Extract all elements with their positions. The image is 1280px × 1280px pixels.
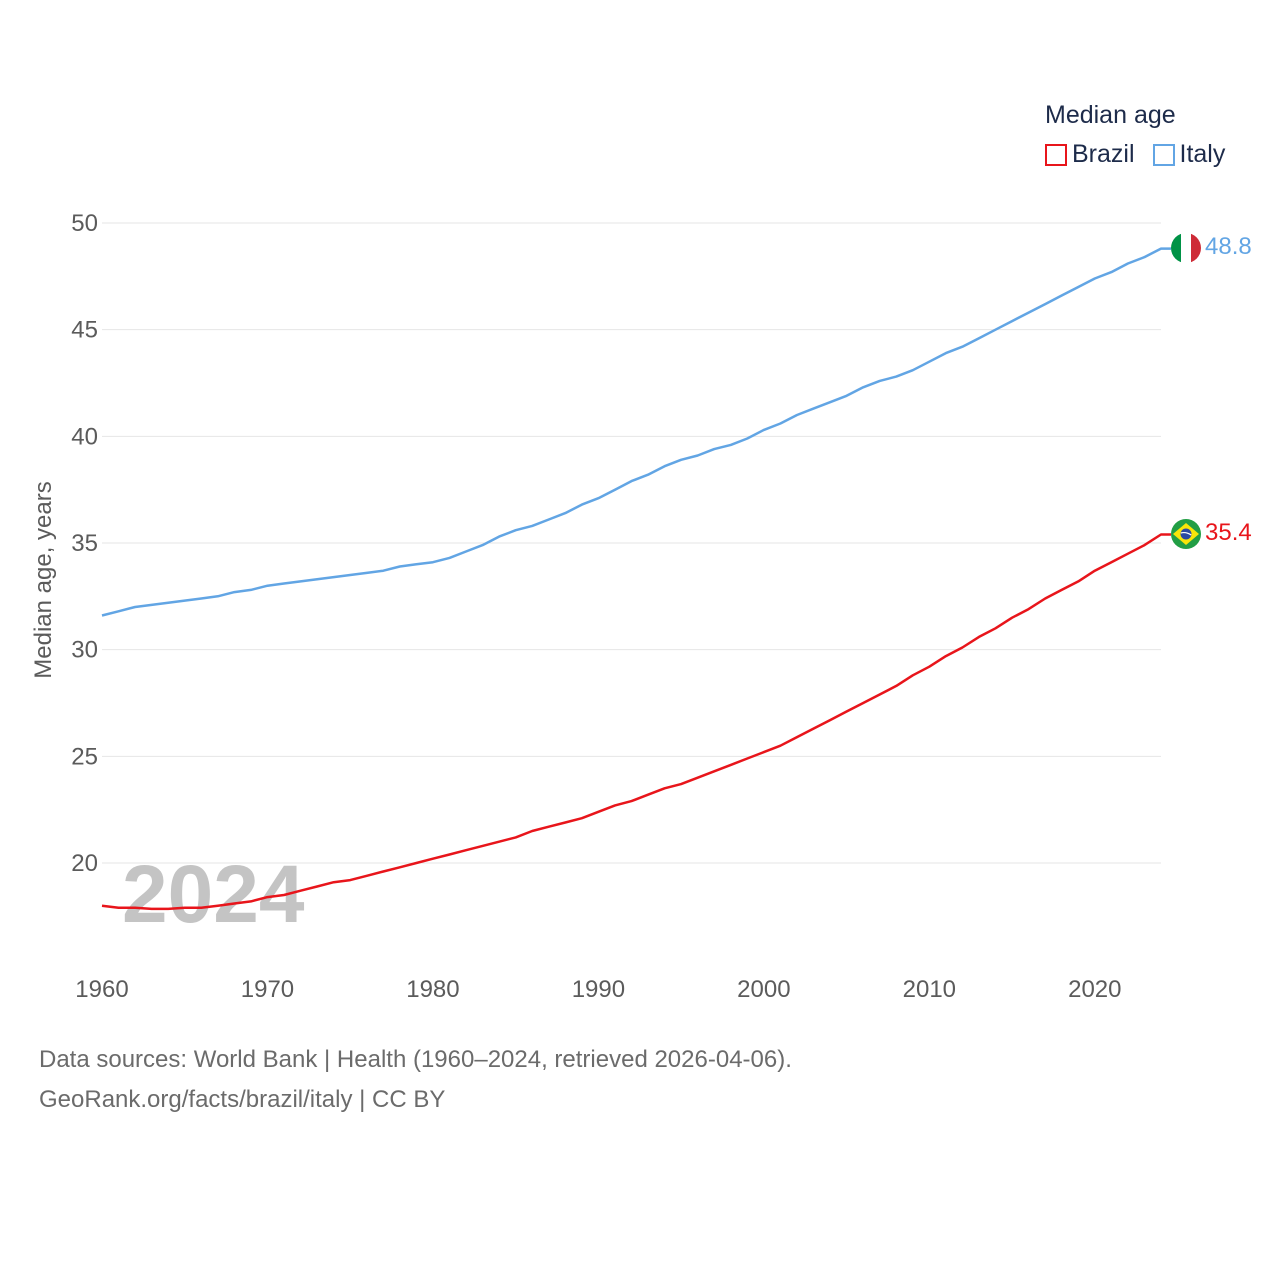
series-line-brazil[interactable] bbox=[101, 533, 1171, 911]
brazil-flag-icon bbox=[1171, 519, 1201, 549]
legend-items: Brazil Italy bbox=[1045, 140, 1225, 169]
y-axis-label: Median age, years bbox=[30, 481, 57, 678]
legend-item-italy[interactable]: Italy bbox=[1152, 140, 1226, 169]
source-link[interactable]: GeoRank.org/facts/brazil/italy | CC BY bbox=[39, 1086, 446, 1113]
series-lines bbox=[101, 247, 1171, 911]
y-tick-label: 45 bbox=[71, 317, 98, 344]
x-axis-ticks: 1960 1970 1980 1990 2000 2010 2020 bbox=[75, 976, 1121, 1003]
y-tick-label: 20 bbox=[71, 850, 98, 877]
y-tick-label: 25 bbox=[71, 743, 98, 770]
x-tick-label: 1990 bbox=[572, 976, 625, 1003]
x-tick-label: 1960 bbox=[75, 976, 128, 1003]
data-sources-text: Data sources: World Bank | Health (1960–… bbox=[39, 1046, 792, 1073]
y-axis-ticks: 20 25 30 35 40 45 50 bbox=[71, 210, 98, 877]
y-tick-label: 50 bbox=[71, 210, 98, 237]
brazil-end-value: 35.4 bbox=[1205, 519, 1252, 546]
x-tick-label: 1970 bbox=[241, 976, 294, 1003]
legend: Median age Brazil Italy bbox=[1045, 98, 1225, 169]
x-tick-label: 2010 bbox=[903, 976, 956, 1003]
x-tick-label: 2020 bbox=[1068, 976, 1121, 1003]
grid-lines bbox=[102, 222, 1161, 864]
italy-swatch-icon bbox=[1152, 143, 1175, 166]
legend-item-brazil[interactable]: Brazil bbox=[1045, 140, 1135, 169]
year-watermark: 2024 bbox=[122, 849, 305, 940]
y-tick-label: 30 bbox=[71, 637, 98, 664]
x-tick-label: 2000 bbox=[737, 976, 790, 1003]
legend-title: Median age bbox=[1045, 101, 1176, 129]
series-line-italy[interactable] bbox=[101, 247, 1171, 617]
legend-label-brazil: Brazil bbox=[1072, 140, 1135, 168]
italy-flag-icon bbox=[1171, 233, 1201, 263]
italy-end-value: 48.8 bbox=[1205, 233, 1252, 260]
y-tick-label: 40 bbox=[71, 423, 98, 450]
legend-label-italy: Italy bbox=[1179, 140, 1226, 168]
x-tick-label: 1980 bbox=[406, 976, 459, 1003]
brazil-swatch-icon bbox=[1045, 143, 1067, 166]
footer: Data sources: World Bank | Health (1960–… bbox=[39, 1040, 792, 1120]
y-tick-label: 35 bbox=[71, 530, 98, 557]
